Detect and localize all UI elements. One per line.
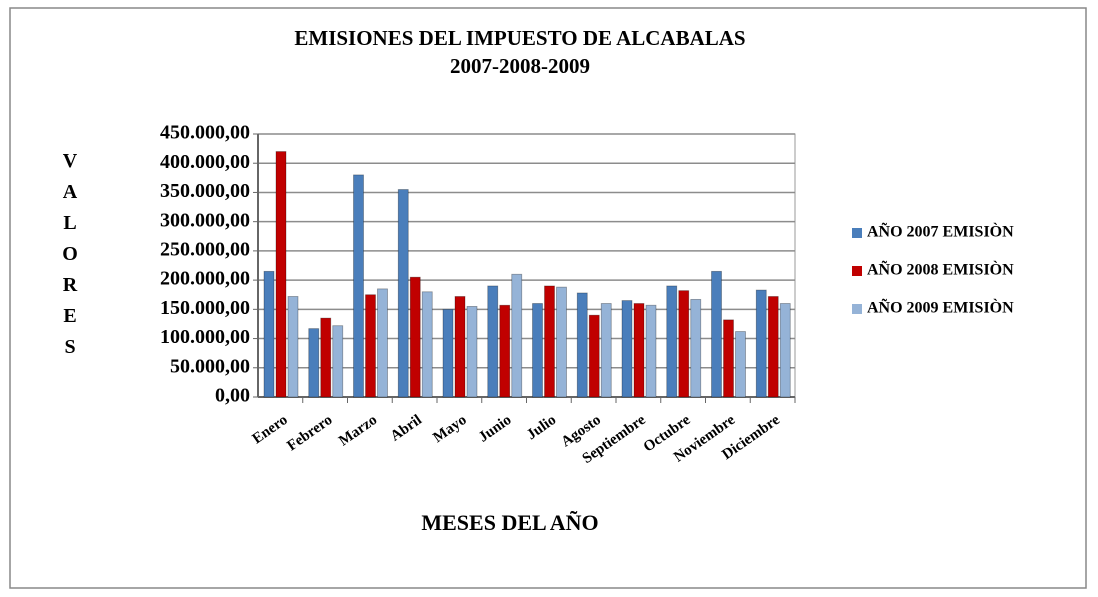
y-tick-label: 100.000,00 — [160, 326, 250, 348]
y-tick-label: 50.000,00 — [170, 355, 250, 377]
legend-swatch — [852, 228, 862, 238]
bar — [711, 270, 722, 398]
y-axis-title: VALORES — [59, 150, 81, 367]
bar — [487, 285, 499, 398]
bar — [645, 304, 657, 398]
chart-subtitle: 2007-2008-2009 — [450, 54, 590, 78]
bar — [633, 303, 645, 398]
bar — [353, 174, 364, 398]
y-tick-label: 150.000,00 — [160, 297, 250, 319]
bar — [532, 303, 543, 398]
legend-swatch — [852, 266, 862, 276]
bar — [690, 298, 702, 398]
bar — [320, 317, 332, 398]
bar — [767, 296, 779, 398]
y-tick-label: 450.000,00 — [160, 122, 250, 144]
bar — [365, 294, 376, 398]
bar — [735, 331, 746, 398]
bar — [397, 189, 409, 398]
bar — [308, 328, 320, 398]
bar — [678, 290, 690, 398]
bar — [588, 314, 600, 398]
bar — [755, 289, 767, 398]
bar — [779, 303, 791, 398]
bar — [466, 306, 478, 398]
y-tick-label: 250.000,00 — [160, 238, 250, 260]
y-tick-label: 200.000,00 — [160, 268, 250, 290]
bar — [511, 273, 523, 398]
bar — [275, 151, 287, 398]
bar — [666, 285, 678, 398]
bar — [544, 285, 555, 398]
y-tick-label: 350.000,00 — [160, 180, 250, 202]
bar — [576, 292, 588, 398]
bar — [409, 276, 421, 398]
bar — [499, 304, 511, 398]
bar — [377, 288, 388, 398]
bar — [442, 308, 454, 398]
bar — [263, 270, 275, 398]
bar — [556, 286, 567, 398]
chart-title: EMISIONES DEL IMPUESTO DE ALCABALAS — [294, 26, 745, 50]
bar — [454, 296, 466, 398]
bar — [421, 291, 433, 398]
y-tick-label: 300.000,00 — [160, 209, 250, 231]
bar — [723, 319, 734, 398]
legend-label: AÑO 2008 EMISIÒN — [867, 260, 1014, 279]
y-tick-label: 400.000,00 — [160, 151, 250, 173]
x-axis-title: MESES DEL AÑO — [421, 510, 598, 535]
legend-swatch — [852, 304, 862, 314]
y-tick-label: 0,00 — [215, 385, 250, 407]
legend-label: AÑO 2007 EMISIÒN — [867, 222, 1014, 241]
legend-label: AÑO 2009 EMISIÒN — [867, 298, 1014, 317]
bar — [332, 325, 344, 398]
bar — [600, 303, 612, 398]
bar — [621, 300, 633, 398]
bar — [287, 296, 299, 398]
